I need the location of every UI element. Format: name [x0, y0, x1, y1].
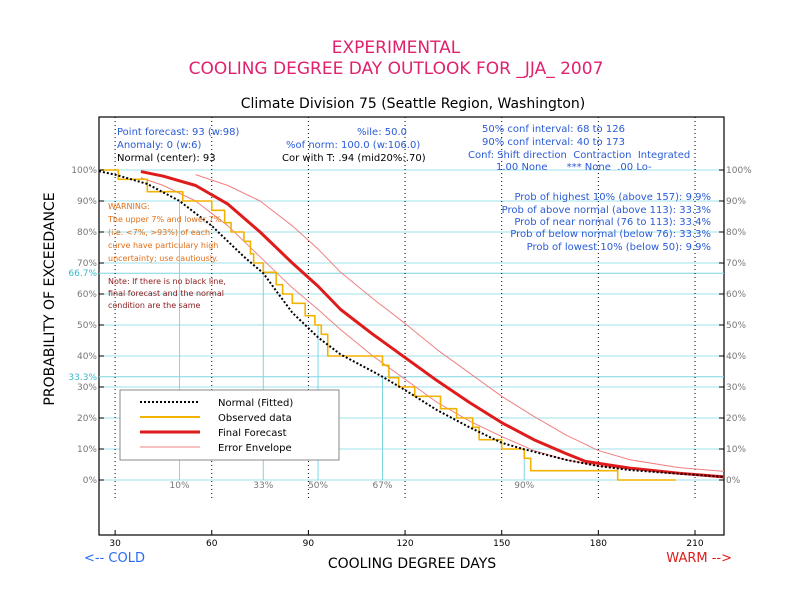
prob-highest: Prob of highest 10% (above 157): 9.9% — [514, 192, 711, 203]
prob-near-normal: Prob of near normal (76 to 113): 33.4% — [514, 217, 711, 228]
warning-line: (i.e. <7%, >93%) of each — [108, 228, 210, 237]
note-line: Note: If there is no black line, — [108, 277, 226, 286]
y-tick-label-left: 100% — [71, 166, 97, 176]
warning-line: The upper 7% and lower 7% — [107, 215, 222, 224]
legend-label-envelope: Error Envelope — [218, 443, 292, 454]
y-tick-label-left: 60% — [77, 290, 97, 300]
x-tick-label: 180 — [590, 539, 607, 549]
stat-cor-with-t: Cor with T: .94 (mid20%:.70) — [282, 153, 426, 164]
y-tick-label-right: 100% — [726, 166, 752, 176]
percentile-label: 50% — [308, 481, 328, 491]
stat-conf-values: 1.00 None *** None .00 Lo- — [496, 162, 652, 173]
warning-line: WARNING: — [108, 202, 150, 211]
stat-normal-center: Normal (center): 93 — [117, 153, 216, 164]
legend: Normal (Fitted) Observed data Final Fore… — [119, 389, 340, 461]
legend-label-forecast: Final Forecast — [218, 428, 287, 439]
prob-block: Prob of highest 10% (above 157): 9.9% Pr… — [502, 192, 711, 253]
y-tick-label-right: 50% — [726, 321, 746, 331]
x-axis-label: COOLING DEGREE DAYS — [328, 556, 496, 572]
series-normal-fitted — [98, 170, 725, 478]
percentile-label: 90% — [514, 481, 534, 491]
y-tick-label-left: 30% — [77, 383, 97, 393]
axis-layer: 0% 0% 10% 10% 20% 20% 30% 30% 40% 40% 50% 50% 60% 60%… — [68, 166, 752, 549]
legend-label-observed: Observed data — [218, 413, 292, 424]
stat-conf90: 90% conf interval: 40 to 173 — [482, 137, 625, 148]
subtitle-division: Climate Division 75 (Seattle Region, Was… — [241, 96, 586, 112]
stat-conf-header: Conf: Shift direction Contraction Integr… — [468, 150, 690, 161]
x-tick-label: 60 — [206, 539, 218, 549]
y-tick-label-left: 20% — [77, 414, 97, 424]
x-tick-label: 210 — [686, 539, 703, 549]
series-layer — [98, 169, 725, 481]
y-tick-label-left: 70% — [77, 259, 97, 269]
percentile-label: 10% — [170, 481, 190, 491]
warning-block: WARNING: The upper 7% and lower 7% (i.e.… — [107, 202, 222, 263]
warning-line: curve have particulary high — [108, 241, 218, 250]
y-tick-label-right: 30% — [726, 383, 746, 393]
series-error-envelope-upper — [195, 174, 725, 472]
y-tick-label-right: 60% — [726, 290, 746, 300]
y-tick-label-left: 0% — [83, 476, 98, 486]
cold-label: <-- COLD — [84, 551, 145, 566]
y-tick-label-left: 10% — [77, 445, 97, 455]
y-tick-label-left: 50% — [77, 321, 97, 331]
y-tick-label-right: 70% — [726, 259, 746, 269]
stat-point-forecast: Point forecast: 93 (w:98) — [117, 127, 240, 138]
series-observed-data — [99, 169, 676, 481]
series-final-forecast — [140, 170, 725, 479]
title-experimental: EXPERIMENTAL — [332, 38, 461, 58]
x-tick-label: 120 — [396, 539, 413, 549]
y-tick-label-left: 90% — [77, 197, 97, 207]
note-block: Note: If there is no black line, final f… — [108, 277, 226, 310]
y-tick-label-right: 20% — [726, 414, 746, 424]
reference-line-label: 66.7% — [68, 269, 97, 279]
plot-frame — [98, 116, 725, 536]
note-line: condition are the same — [108, 301, 201, 310]
y-tick-label-right: 10% — [726, 445, 746, 455]
legend-label-normal: Normal (Fitted) — [218, 398, 293, 409]
y-tick-label-left: 40% — [77, 352, 97, 362]
prob-below-normal: Prob of below normal (below 76): 33.3% — [510, 229, 711, 240]
x-tick-label: 90 — [303, 539, 315, 549]
stat-ile: %ile: 50.0 — [357, 127, 407, 138]
note-line: final forecast and the normal — [108, 289, 224, 298]
stat-conf50: 50% conf interval: 68 to 126 — [482, 124, 625, 135]
percentile-label: 67% — [372, 481, 392, 491]
percentile-label: 33% — [253, 481, 273, 491]
y-tick-label-right: 40% — [726, 352, 746, 362]
y-tick-label-right: 0% — [726, 476, 741, 486]
stat-of-norm: %of norm: 100.0 (w:106.0) — [286, 140, 420, 151]
reference-line-label: 33.3% — [68, 373, 97, 383]
prob-above-normal: Prob of above normal (above 113): 33.3% — [502, 205, 711, 216]
warning-line: uncertainty; use cautiously. — [108, 254, 218, 263]
x-tick-label: 150 — [493, 539, 510, 549]
stat-anomaly: Anomaly: 0 (w:6) — [117, 140, 201, 151]
title-outlook: COOLING DEGREE DAY OUTLOOK FOR _JJA_ 200… — [189, 59, 604, 79]
x-tick-label: 30 — [109, 539, 121, 549]
y-axis-label: PROBABILITY OF EXCEEDANCE — [42, 192, 58, 405]
warm-label: WARM --> — [666, 551, 732, 566]
y-tick-label-left: 80% — [77, 228, 97, 238]
prob-lowest: Prob of lowest 10% (below 50): 9.9% — [527, 242, 711, 253]
stats-block: Point forecast: 93 (w:98) Anomaly: 0 (w:… — [117, 124, 690, 173]
y-tick-label-right: 80% — [726, 228, 746, 238]
y-tick-label-right: 90% — [726, 197, 746, 207]
